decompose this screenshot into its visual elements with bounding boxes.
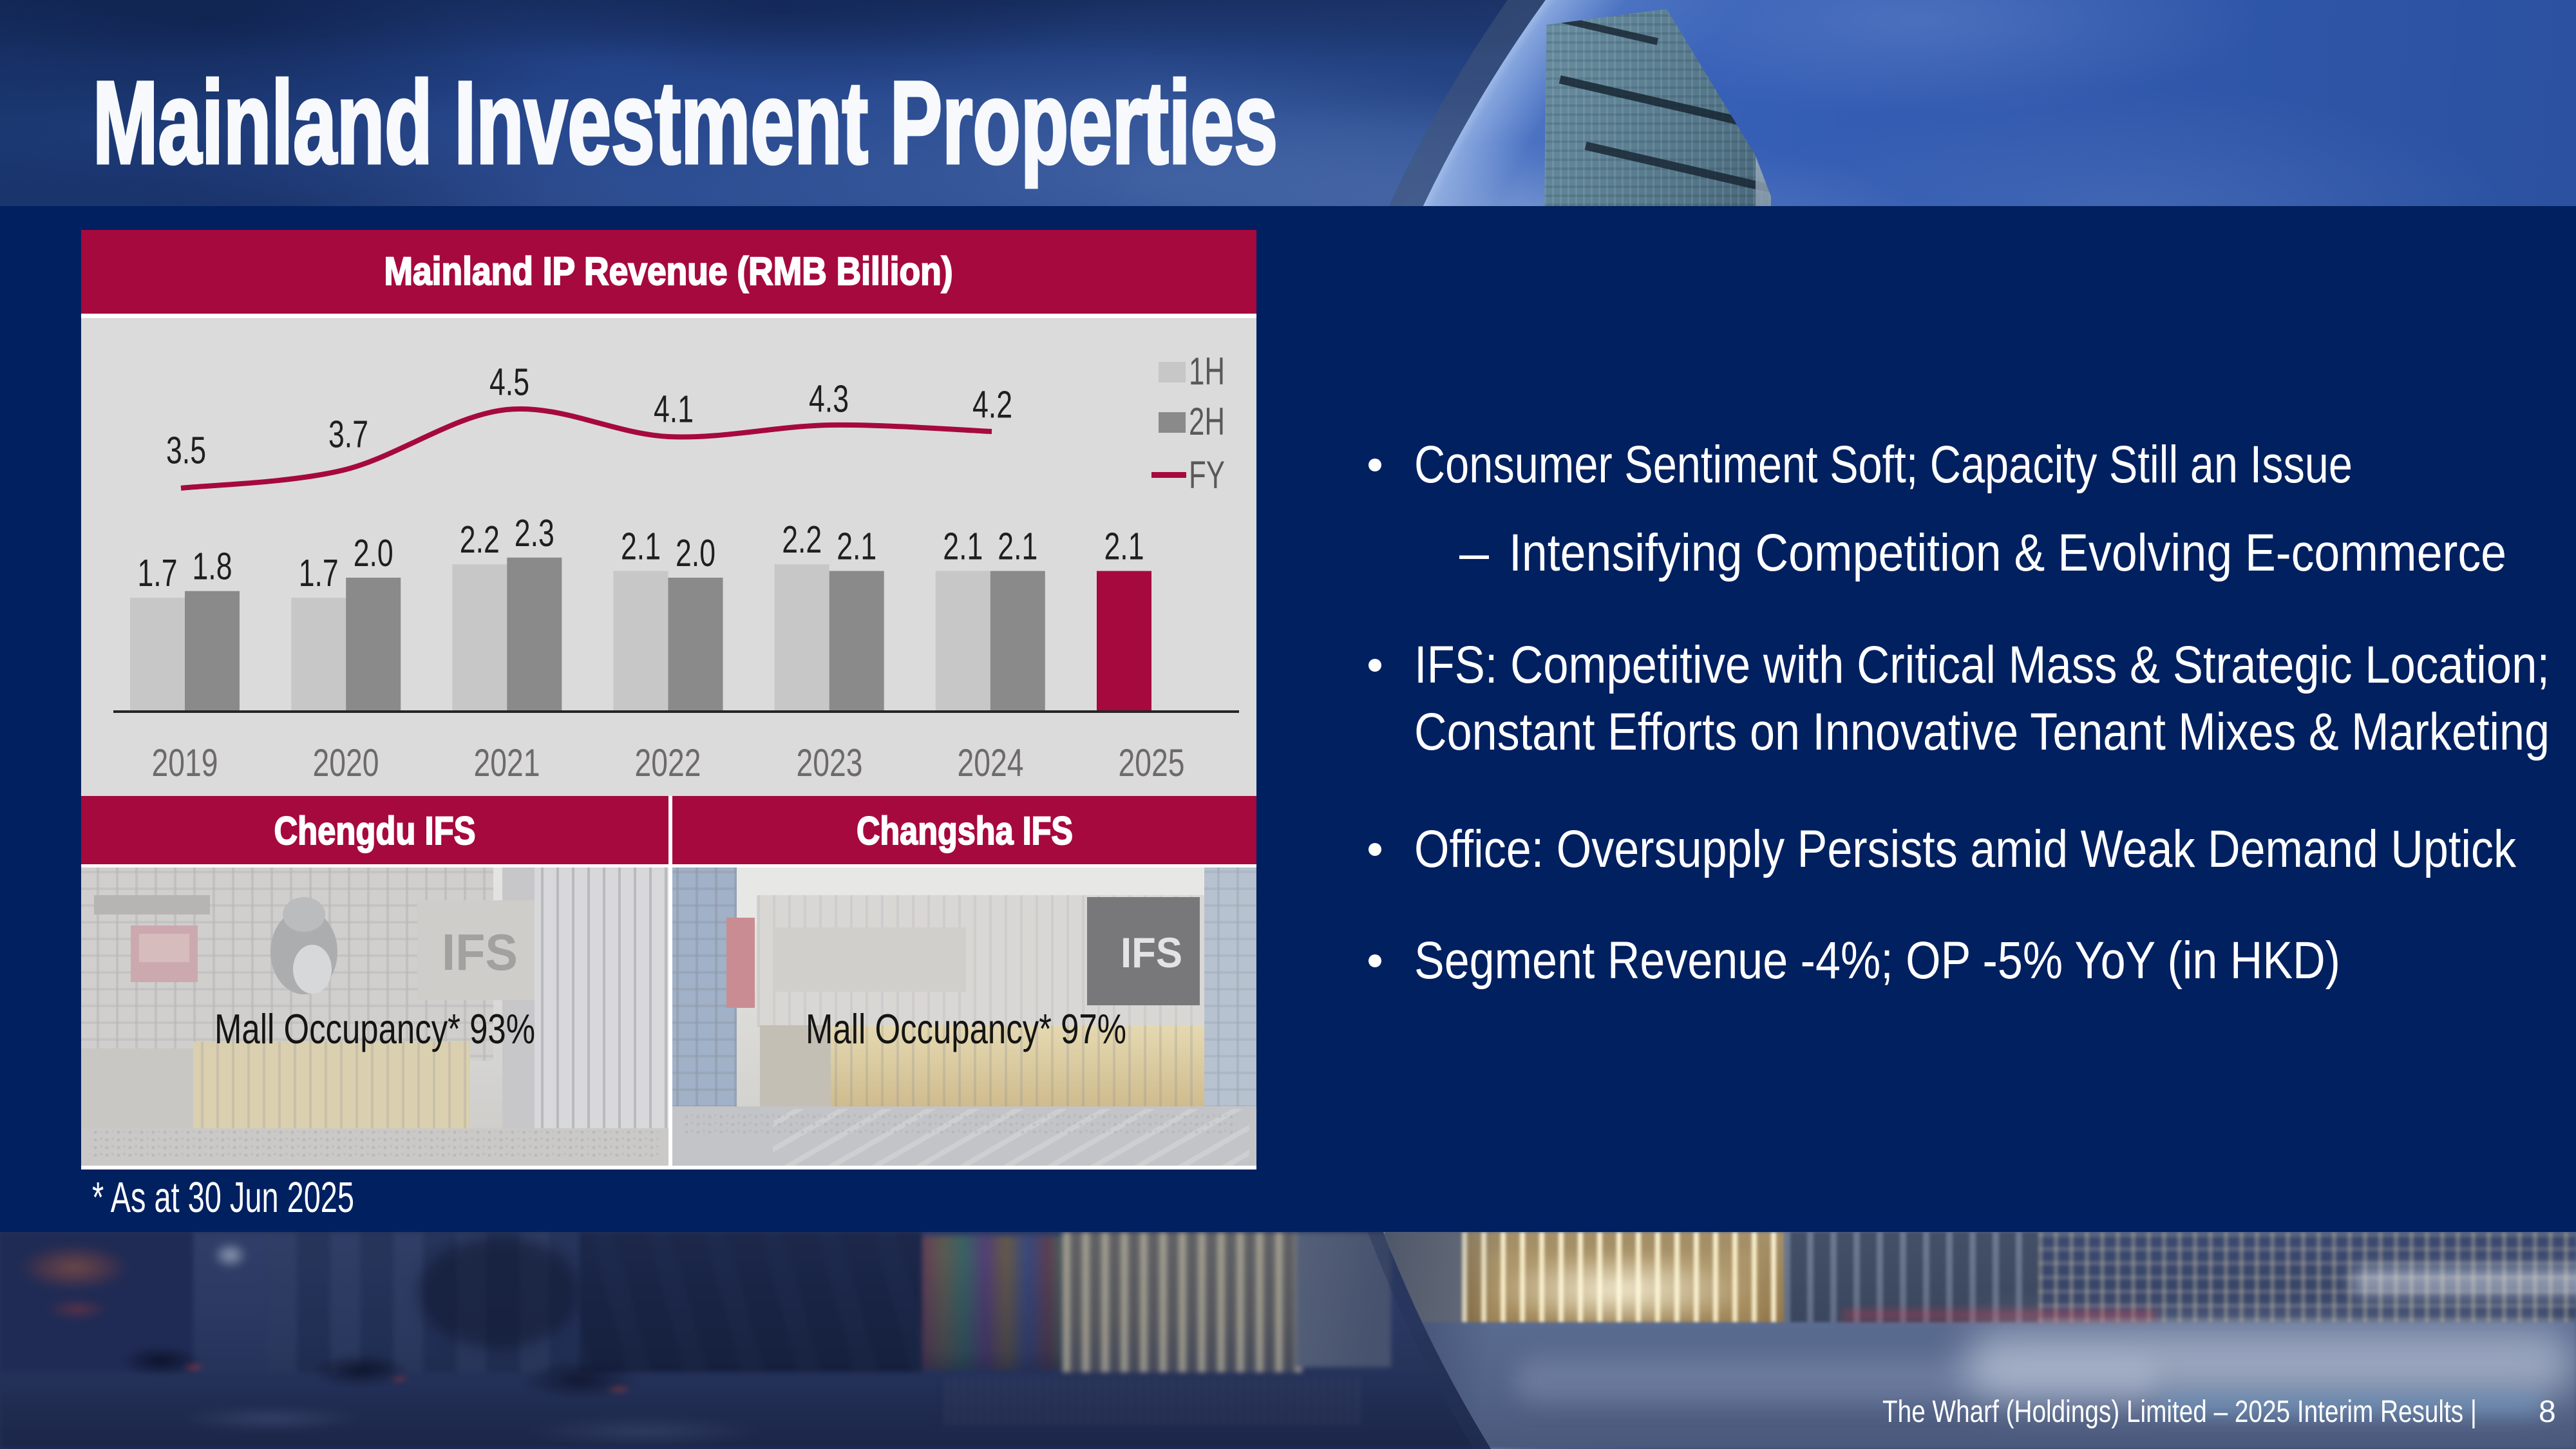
svg-text:4.2: 4.2 [972,384,1012,426]
svg-text:Mainland Investment Properties: Mainland Investment Properties [93,57,1278,188]
svg-text:1H: 1H [1189,350,1225,393]
svg-text:1.7: 1.7 [138,552,178,594]
svg-text:2025: 2025 [1119,741,1185,784]
svg-text:2024: 2024 [958,741,1024,784]
svg-text:The Wharf (Holdings) Limited –: The Wharf (Holdings) Limited – 2025 Inte… [1882,1395,2477,1429]
svg-text:IFS: IFS [442,923,518,981]
svg-text:2019: 2019 [152,741,218,784]
svg-text:3.5: 3.5 [166,430,206,472]
svg-text:4.1: 4.1 [654,388,694,431]
svg-text:1.8: 1.8 [193,545,232,588]
svg-text:2.1: 2.1 [998,526,1037,568]
svg-text:2.1: 2.1 [943,526,983,568]
svg-text:2.1: 2.1 [1104,526,1144,568]
svg-text:3.7: 3.7 [328,413,368,456]
svg-text:2020: 2020 [313,741,379,784]
svg-text:2.2: 2.2 [782,518,822,561]
svg-text:2.1: 2.1 [621,526,661,568]
svg-text:2.0: 2.0 [354,532,393,574]
svg-text:2.2: 2.2 [460,518,500,561]
svg-text:–: – [1459,524,1489,582]
svg-text:Mall Occupancy* 97%: Mall Occupancy* 97% [806,1005,1126,1052]
svg-text:2H: 2H [1189,400,1225,443]
svg-text:Segment Revenue -4%; OP -5% Yo: Segment Revenue -4%; OP -5% YoY (in HKD) [1414,931,2340,990]
svg-text:4.3: 4.3 [809,378,849,421]
svg-text:2.1: 2.1 [837,526,876,568]
svg-text:2022: 2022 [635,741,701,784]
svg-text:8: 8 [2539,1395,2556,1429]
svg-text:FY: FY [1189,453,1225,497]
svg-text:2021: 2021 [474,741,540,784]
svg-text:Constant Efforts on Innovative: Constant Efforts on Innovative Tenant Mi… [1414,703,2550,761]
svg-text:* As at 30 Jun 2025: * As at 30 Jun 2025 [92,1173,354,1222]
svg-text:IFS: Competitive with Critical: IFS: Competitive with Critical Mass & St… [1414,636,2550,694]
svg-text:IFS: IFS [1121,929,1182,976]
svg-text:2.3: 2.3 [515,512,554,554]
svg-text:Chengdu IFS: Chengdu IFS [274,809,476,853]
svg-text:Mainland IP Revenue (RMB Billi: Mainland IP Revenue (RMB Billion) [384,249,953,293]
svg-text:Mall Occupancy* 93%: Mall Occupancy* 93% [214,1005,535,1052]
svg-text:2.0: 2.0 [676,532,715,574]
svg-text:Changsha IFS: Changsha IFS [857,809,1073,853]
svg-text:2023: 2023 [797,741,863,784]
svg-text:1.7: 1.7 [299,552,339,594]
svg-text:4.5: 4.5 [489,361,529,404]
svg-text:Consumer Sentiment Soft; Capac: Consumer Sentiment Soft; Capacity Still … [1414,435,2353,494]
svg-text:Office: Oversupply Persists am: Office: Oversupply Persists amid Weak De… [1414,820,2517,878]
svg-text:Intensifying Competition & Evo: Intensifying Competition & Evolving E-co… [1509,524,2506,582]
